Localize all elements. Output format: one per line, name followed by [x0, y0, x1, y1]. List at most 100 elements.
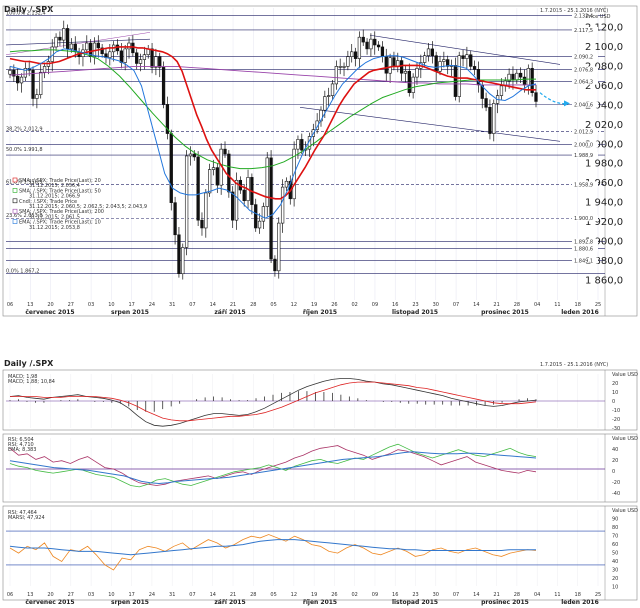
x-tick-label: 07	[189, 592, 195, 598]
month-label: leden 2016	[561, 309, 599, 316]
candle-body	[19, 76, 24, 84]
forecast-arrow	[539, 92, 569, 105]
candle-body	[65, 28, 70, 50]
candle-body	[42, 66, 47, 73]
price-level-tag: 1.900,0	[574, 216, 593, 222]
price-level-tag: 2.064,3	[574, 80, 593, 86]
x-tick-label: 16	[392, 302, 398, 308]
y-tick-label: 2 060,0	[585, 81, 623, 92]
candle-body	[415, 68, 419, 78]
fib-label: 38.2% 2.012,9	[6, 127, 43, 133]
x-tick-label: 11	[554, 592, 560, 598]
candle-body	[192, 153, 196, 158]
candle-body	[384, 56, 388, 74]
x-tick-label: 16	[392, 592, 398, 598]
legend-swatch	[12, 208, 18, 214]
price-level-tag-bg	[572, 53, 598, 60]
fib-label: 50.0% 1.991,8	[6, 147, 43, 153]
candle-body	[181, 247, 185, 275]
x-tick-label: 17	[128, 592, 134, 598]
y-tick-label: 1 860,0	[585, 276, 623, 287]
candle-body	[269, 157, 273, 260]
legend-text: 31.12.2015; 2.053,8	[29, 225, 80, 231]
y-unit-label: Price USD	[586, 14, 611, 20]
x-tick-label: 06	[7, 592, 13, 598]
fib-label: 61.8% 1.958,9	[6, 179, 43, 185]
candle-body	[373, 38, 377, 46]
macd-line	[9, 378, 537, 427]
candle-body	[426, 48, 431, 56]
fib-label: 23.6% 2.053,8	[6, 213, 43, 219]
x-tick-label: 26	[331, 592, 337, 598]
x-tick-label: 12	[291, 592, 297, 598]
price-level-tag-bg	[572, 181, 598, 188]
x-tick-label: 19	[311, 592, 317, 598]
candle-body	[150, 48, 154, 68]
candle-body	[188, 153, 193, 157]
candle-body	[407, 70, 411, 93]
candle-body	[234, 179, 239, 221]
month-label: srpen 2015	[111, 599, 149, 606]
candle-body	[215, 167, 219, 186]
candle-body	[507, 73, 511, 82]
candle-body	[434, 55, 438, 72]
price-level-tag: 2.132,4	[574, 13, 593, 19]
candle-body	[196, 156, 200, 221]
rsi-tick: 0	[612, 469, 615, 475]
rsi-legend: RSI; 4,710	[8, 442, 34, 448]
candle-body	[277, 222, 281, 272]
x-tick-label: 14	[473, 302, 479, 308]
candle-body	[154, 56, 158, 68]
legend-swatch	[12, 177, 18, 183]
macd-tick: Value USD	[612, 372, 638, 378]
candle-body	[100, 47, 104, 55]
x-tick-label: 02	[352, 592, 358, 598]
candle-body	[69, 43, 74, 50]
price-level-tag: 2.090,2	[574, 54, 593, 60]
price-level-tag-bg	[572, 141, 598, 148]
x-tick-label: 03	[88, 592, 94, 598]
x-tick-label: 26	[331, 302, 337, 308]
fib-label: 100.0% 2.132,4	[6, 10, 46, 16]
rsi-tick: -20	[612, 480, 620, 486]
y-tick-label: 2 040,0	[585, 100, 623, 111]
legend-text: 31.12.2015; 2.056,4	[29, 183, 80, 189]
x-tick-label: 04	[534, 302, 540, 308]
candle-body	[123, 48, 127, 63]
month-label: leden 2016	[561, 599, 599, 606]
x-tick-label: 10	[108, 592, 114, 598]
candle-body	[58, 36, 62, 41]
x-tick-label: 14	[473, 592, 479, 598]
macd-tick: 20	[612, 381, 618, 387]
x-tick-label: 23	[412, 302, 418, 308]
x-tick-label: 07	[189, 302, 195, 308]
x-tick-label: 28	[250, 592, 256, 598]
candle-body	[23, 68, 28, 78]
candle-body	[88, 42, 93, 57]
macd-panel-frame	[2, 369, 638, 431]
candle-body	[346, 56, 350, 67]
price-level-tag: 1.988,9	[574, 153, 593, 159]
candle-body	[173, 202, 177, 236]
price-level-tag-bg	[572, 238, 598, 245]
y-tick-label: 2 000,0	[585, 139, 623, 150]
candle-body	[284, 180, 289, 188]
candle-body	[242, 189, 246, 202]
trend-line	[369, 34, 561, 65]
y-tick-label: 1 880,0	[585, 256, 623, 267]
candle-body	[515, 72, 519, 81]
candle-body	[430, 48, 434, 56]
stoch-tick: 20	[612, 576, 618, 582]
sma200-line	[9, 65, 536, 86]
x-tick-label: 13	[27, 592, 33, 598]
month-label: červenec 2015	[25, 309, 74, 316]
candle-body	[499, 85, 504, 96]
fib-label: 0.0% 1.867,2	[6, 269, 39, 275]
stoch-tick: 60	[612, 542, 618, 548]
price-level-tag-bg	[572, 257, 598, 264]
month-label: říjen 2015	[303, 309, 337, 316]
x-tick-label: 27	[68, 302, 74, 308]
candle-body	[327, 95, 331, 97]
stoch-tick: 30	[612, 568, 618, 574]
